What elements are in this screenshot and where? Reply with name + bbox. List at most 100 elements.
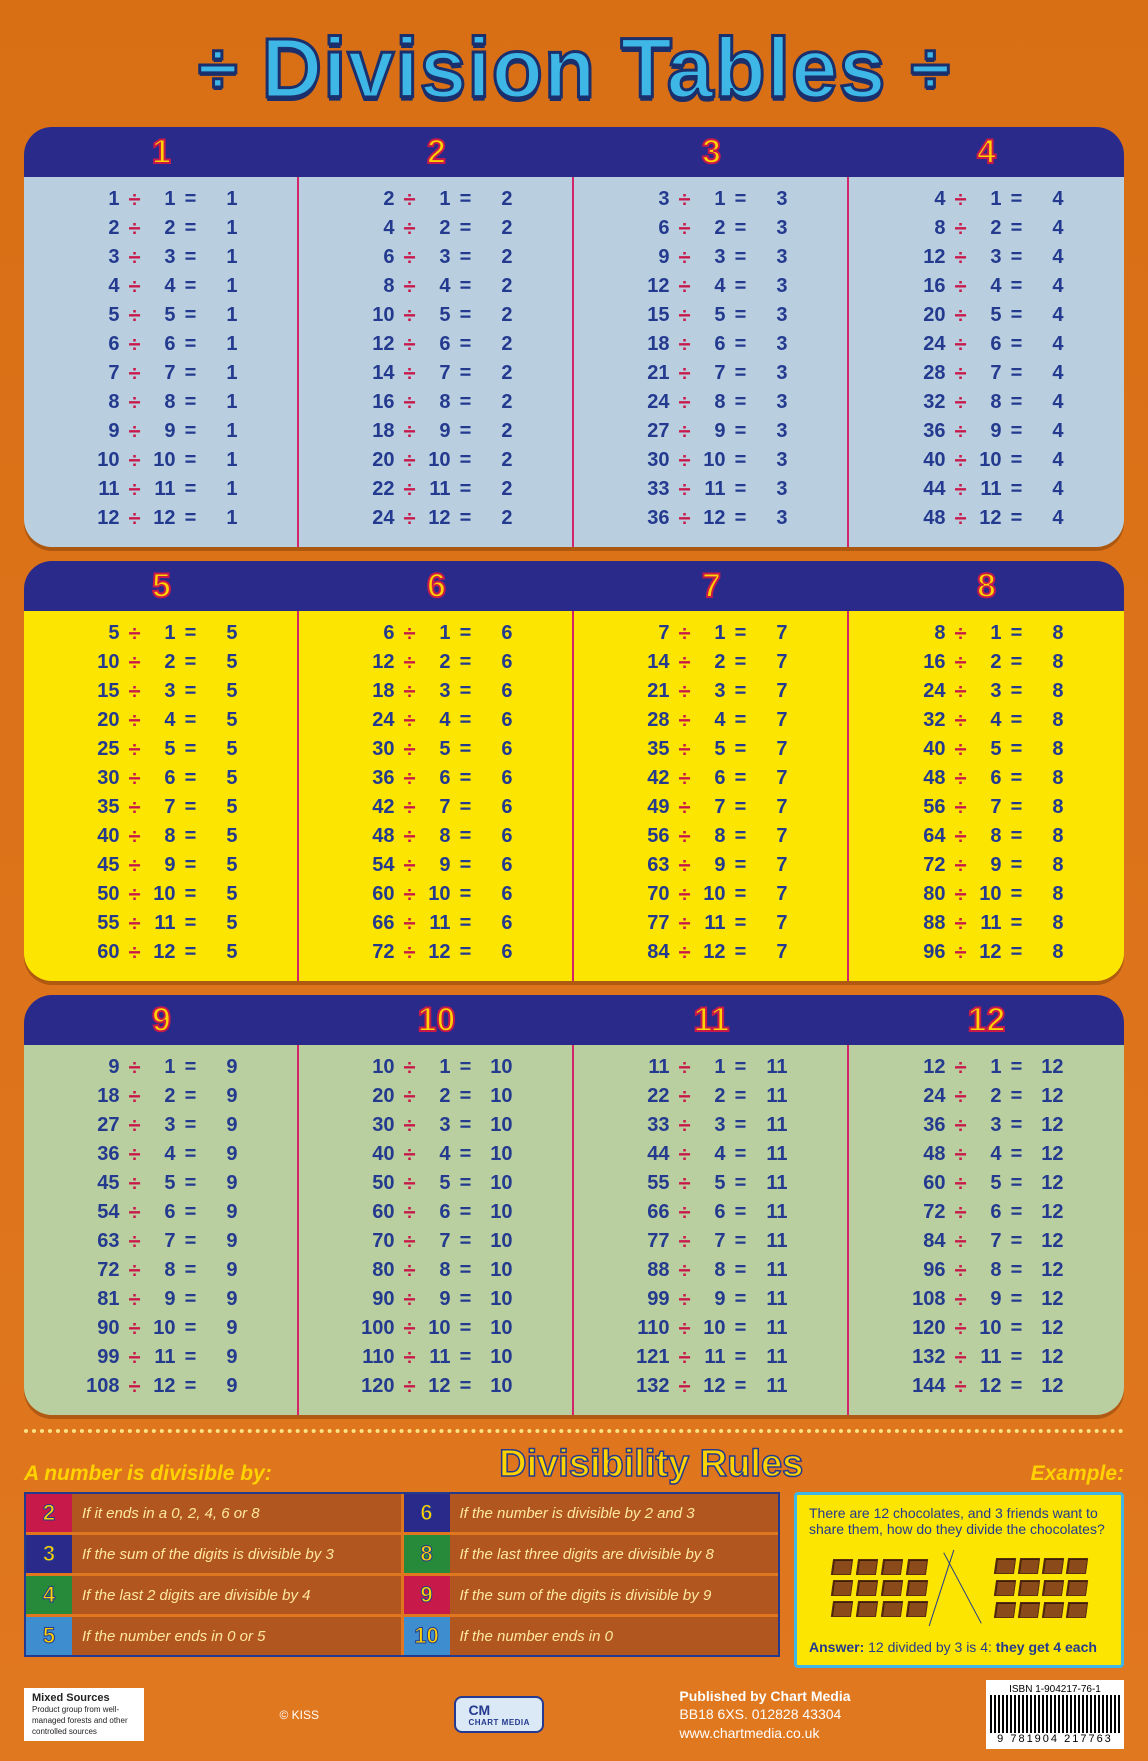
division-row: 18÷2=9 [30,1082,291,1111]
dividend: 2 [353,188,397,211]
equals-sign: = [730,188,752,211]
dividend: 5 [78,622,122,645]
divisor: 4 [698,1143,728,1166]
divide-icon: ÷ [950,621,972,647]
divisor: 7 [974,1230,1004,1253]
dividend: 56 [904,796,948,819]
quotient: 4 [1030,478,1070,501]
equals-sign: = [730,275,752,298]
quotient: 12 [1030,1201,1070,1224]
quotient: 5 [204,622,244,645]
equals-sign: = [180,333,202,356]
dividend: 16 [353,391,397,414]
quotient: 1 [204,333,244,356]
dividend: 18 [353,680,397,703]
division-row: 120÷10=12 [855,1314,1118,1343]
divide-icon: ÷ [399,1113,421,1139]
divisor: 3 [423,1114,453,1137]
dividend: 10 [78,449,122,472]
header-number: 10 [418,1001,456,1040]
divisor: 8 [423,1259,453,1282]
dividend: 16 [904,651,948,674]
divide-icon: ÷ [674,708,696,734]
quotient: 8 [1030,651,1070,674]
divisor: 11 [423,478,453,501]
equals-sign: = [1006,1288,1028,1311]
equals-sign: = [730,912,752,935]
divisor: 9 [423,1288,453,1311]
division-row: 66÷6=11 [580,1198,841,1227]
divide-icon: ÷ [399,708,421,734]
divisor: 2 [698,1085,728,1108]
title-text: Division Tables [262,20,887,117]
division-row: 132÷12=11 [580,1372,841,1401]
dividend: 40 [353,1143,397,1166]
dividend: 21 [628,362,672,385]
equals-sign: = [455,1114,477,1137]
division-row: 42÷7=6 [305,793,566,822]
divisor: 6 [148,767,178,790]
dividend: 8 [904,622,948,645]
division-row: 9÷9=1 [30,417,291,446]
equals-sign: = [730,449,752,472]
division-row: 10÷2=5 [30,648,291,677]
quotient: 7 [754,883,794,906]
header-cell: 9 [24,995,299,1045]
equals-sign: = [1006,912,1028,935]
divisor: 9 [698,420,728,443]
divisor: 6 [698,333,728,356]
divisor: 1 [698,188,728,211]
divide-icon: ÷ [399,1055,421,1081]
divide-icon: ÷ [950,506,972,532]
divide-icon: ÷ [124,650,146,676]
equals-sign: = [730,883,752,906]
divide-icon: ÷ [124,477,146,503]
divide-icon: ÷ [950,1113,972,1139]
divisor: 8 [423,825,453,848]
divisor: 11 [698,912,728,935]
quotient: 12 [1030,1230,1070,1253]
equals-sign: = [180,1375,202,1398]
dividend: 30 [353,738,397,761]
rule-text: If the last three digits are divisible b… [450,1535,779,1573]
divisor: 11 [698,478,728,501]
equals-sign: = [730,246,752,269]
barcode: ISBN 1-904217-76-1 9 781904 217763 [986,1680,1124,1749]
divisor: 5 [974,1172,1004,1195]
divisor: 12 [148,941,178,964]
equals-sign: = [455,1172,477,1195]
divisor: 12 [148,507,178,530]
equals-sign: = [1006,246,1028,269]
dividend: 36 [353,767,397,790]
divide-icon: ÷ [399,911,421,937]
divide-icon: ÷ [124,332,146,358]
equals-sign: = [180,883,202,906]
quotient: 11 [754,1259,794,1282]
divide-icon: ÷ [124,679,146,705]
dividend: 88 [904,912,948,935]
equals-sign: = [730,680,752,703]
dividend: 72 [904,854,948,877]
divide-icon: ÷ [124,911,146,937]
divide-icon: ÷ [124,187,146,213]
divide-icon: ÷ [950,650,972,676]
quotient: 4 [1030,217,1070,240]
quotient: 8 [1030,738,1070,761]
header-number: 2 [427,133,446,172]
division-row: 30÷3=10 [305,1111,566,1140]
divisor: 6 [423,333,453,356]
equals-sign: = [180,1143,202,1166]
divide-icon: ÷ [198,28,238,110]
divide-icon: ÷ [950,940,972,966]
dividend: 66 [353,912,397,935]
dividend: 6 [353,246,397,269]
division-row: 35÷5=7 [580,735,841,764]
dividend: 90 [353,1288,397,1311]
dividend: 4 [78,275,122,298]
dividend: 6 [353,622,397,645]
rule-number: 5 [26,1617,72,1655]
quotient: 2 [479,333,519,356]
quotient: 2 [479,246,519,269]
dividend: 80 [904,883,948,906]
divisor: 12 [974,941,1004,964]
